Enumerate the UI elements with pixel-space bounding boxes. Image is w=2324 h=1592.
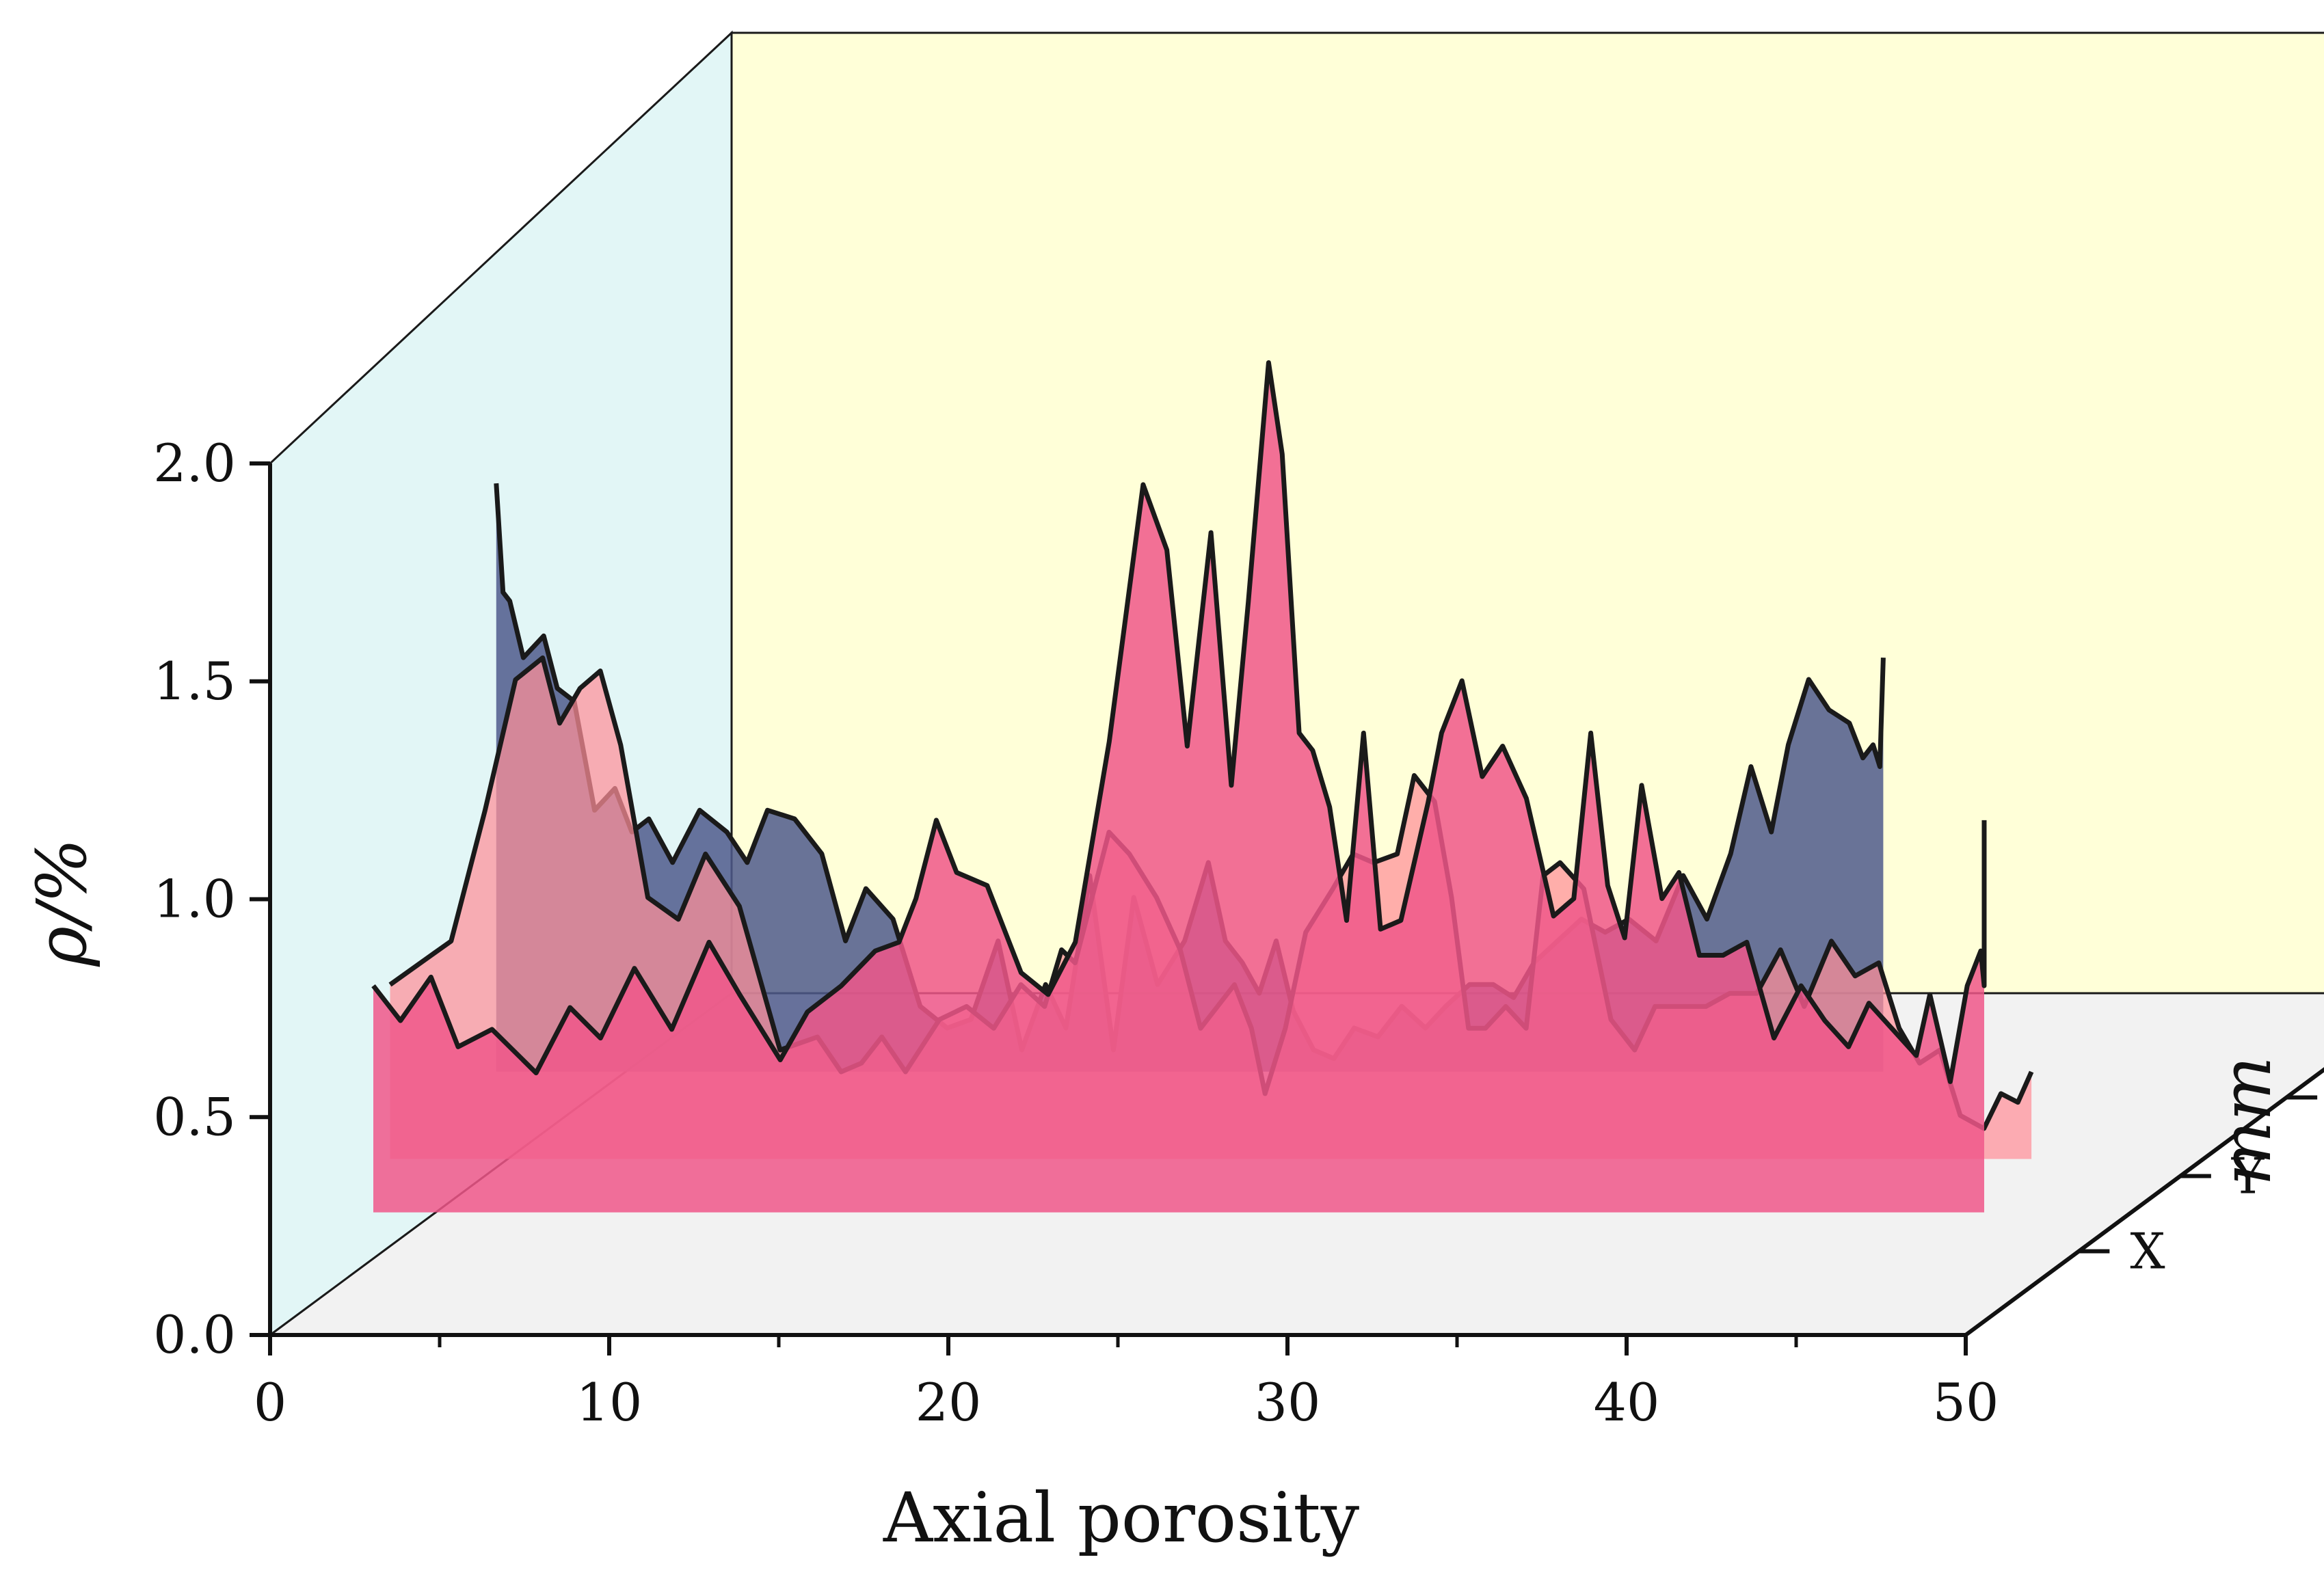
z-axis-line <box>1964 1067 2324 1337</box>
x-tick-label: 50 <box>1933 1372 1999 1433</box>
z-axis-title: mm <box>2206 1056 2286 1186</box>
y-tick-label: 1.5 <box>153 651 236 712</box>
x-axis-title: Axial porosity <box>883 1478 1360 1558</box>
series-line-x <box>371 360 1987 1084</box>
series-area-x <box>373 362 1984 1213</box>
x-tick-label: 40 <box>1594 1372 1660 1433</box>
x-tick-label: 30 <box>1255 1372 1321 1433</box>
z-tick-label-y: Y <box>2231 1148 2265 1205</box>
y-tick-label: 0.0 <box>153 1304 236 1365</box>
y-tick-label: 2.0 <box>153 433 236 494</box>
y-tick-label: 1.0 <box>153 869 236 930</box>
y-axis-title: ρ/% <box>22 838 102 967</box>
y-tick-label: 0.5 <box>153 1086 236 1147</box>
x-tick-label: 0 <box>254 1372 286 1433</box>
z-tick-label-x: X <box>2130 1223 2165 1280</box>
series-ribbons <box>371 360 2034 1213</box>
x-tick-label: 10 <box>576 1372 643 1433</box>
x-tick-label: 20 <box>916 1372 982 1433</box>
